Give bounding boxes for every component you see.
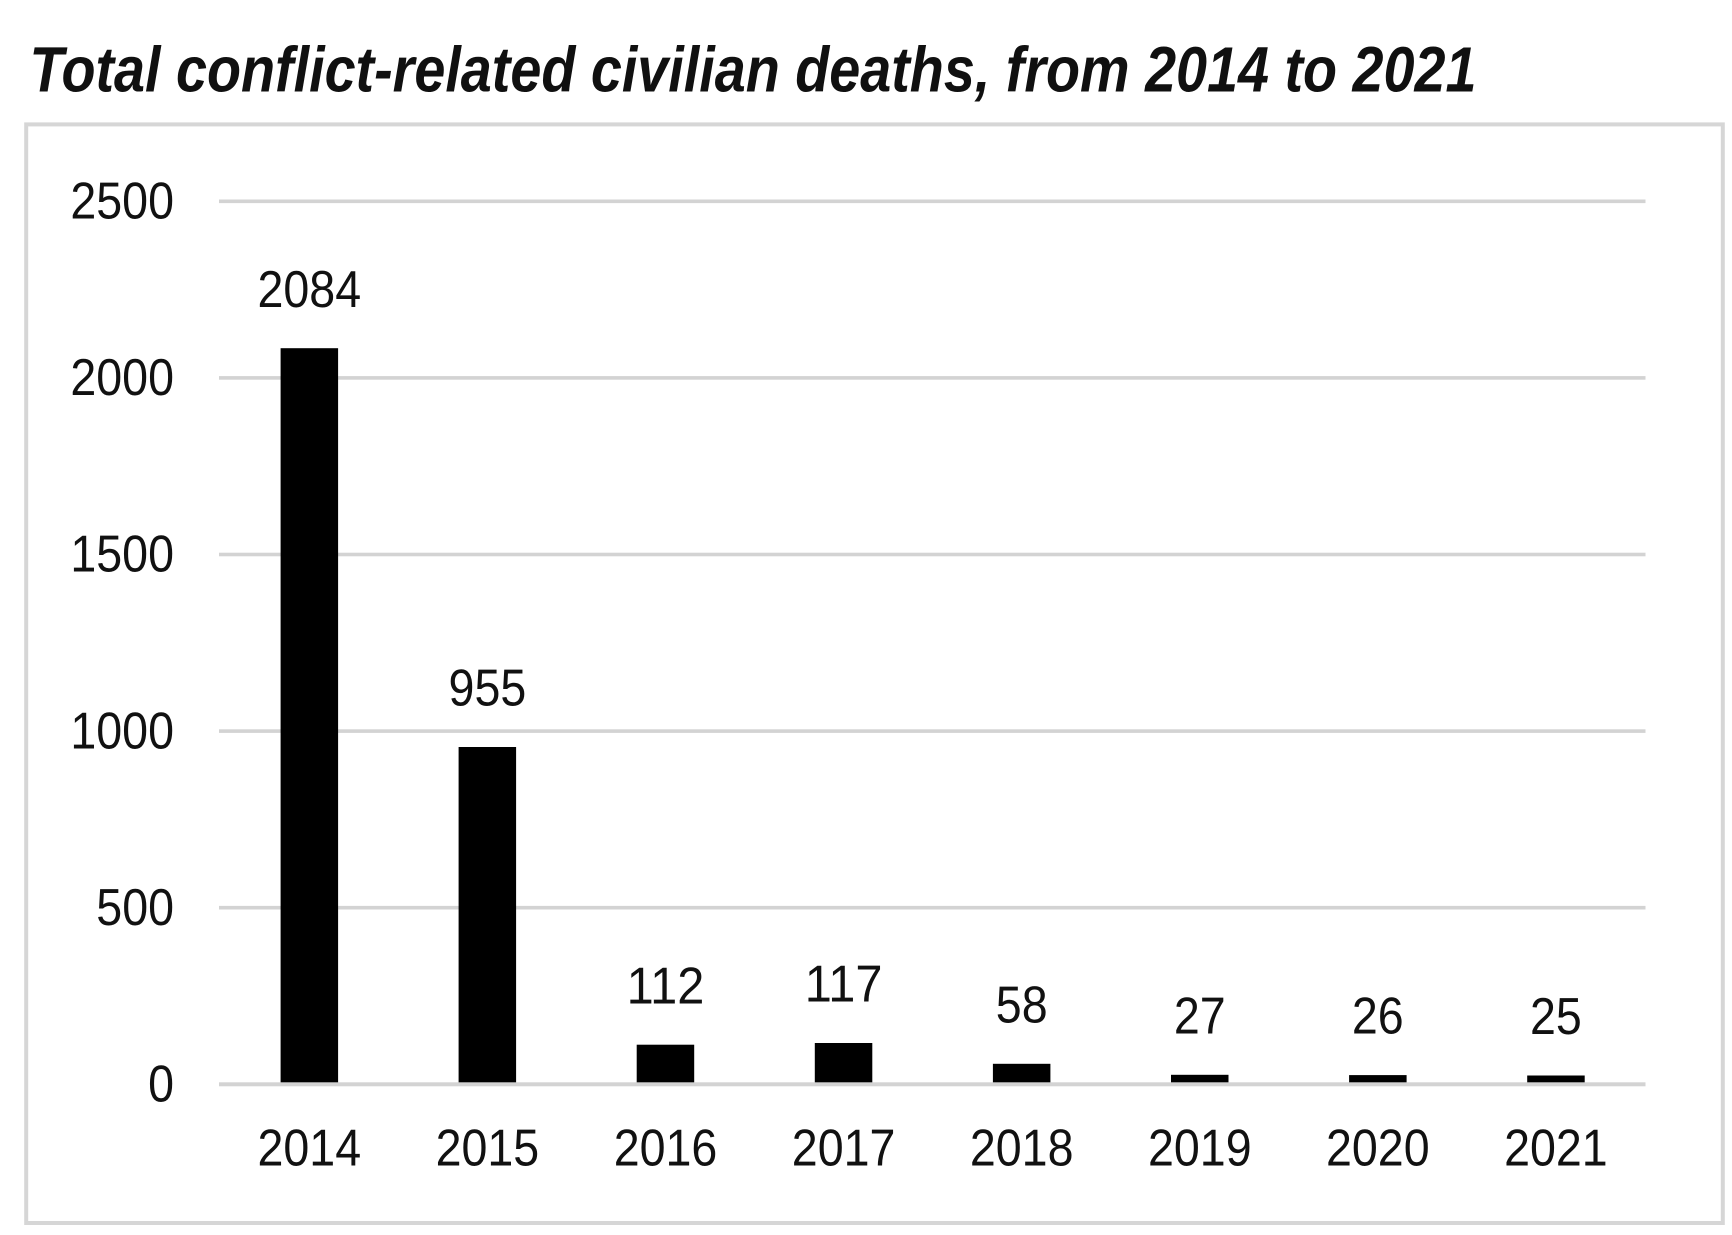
svg-text:27: 27 (1174, 986, 1226, 1044)
svg-text:2017: 2017 (792, 1119, 896, 1177)
svg-text:955: 955 (449, 659, 527, 717)
svg-text:2016: 2016 (614, 1119, 718, 1177)
svg-text:500: 500 (96, 878, 174, 936)
svg-text:2500: 2500 (70, 172, 174, 230)
svg-text:2018: 2018 (970, 1119, 1074, 1177)
svg-text:1500: 1500 (70, 525, 174, 583)
svg-text:2015: 2015 (436, 1119, 540, 1177)
svg-text:1000: 1000 (70, 701, 174, 759)
svg-text:2014: 2014 (258, 1119, 362, 1177)
svg-text:117: 117 (805, 955, 883, 1013)
svg-text:0: 0 (148, 1055, 174, 1113)
svg-text:2000: 2000 (70, 348, 174, 406)
svg-text:112: 112 (627, 956, 705, 1014)
svg-text:2019: 2019 (1148, 1119, 1252, 1177)
svg-text:Total conflict-related civilia: Total conflict-related civilian deaths, … (30, 34, 1477, 106)
svg-text:2020: 2020 (1326, 1119, 1430, 1177)
svg-text:2084: 2084 (258, 260, 362, 318)
svg-text:26: 26 (1352, 987, 1404, 1045)
svg-text:2021: 2021 (1504, 1119, 1608, 1177)
svg-text:58: 58 (996, 975, 1048, 1033)
svg-text:25: 25 (1530, 987, 1582, 1045)
